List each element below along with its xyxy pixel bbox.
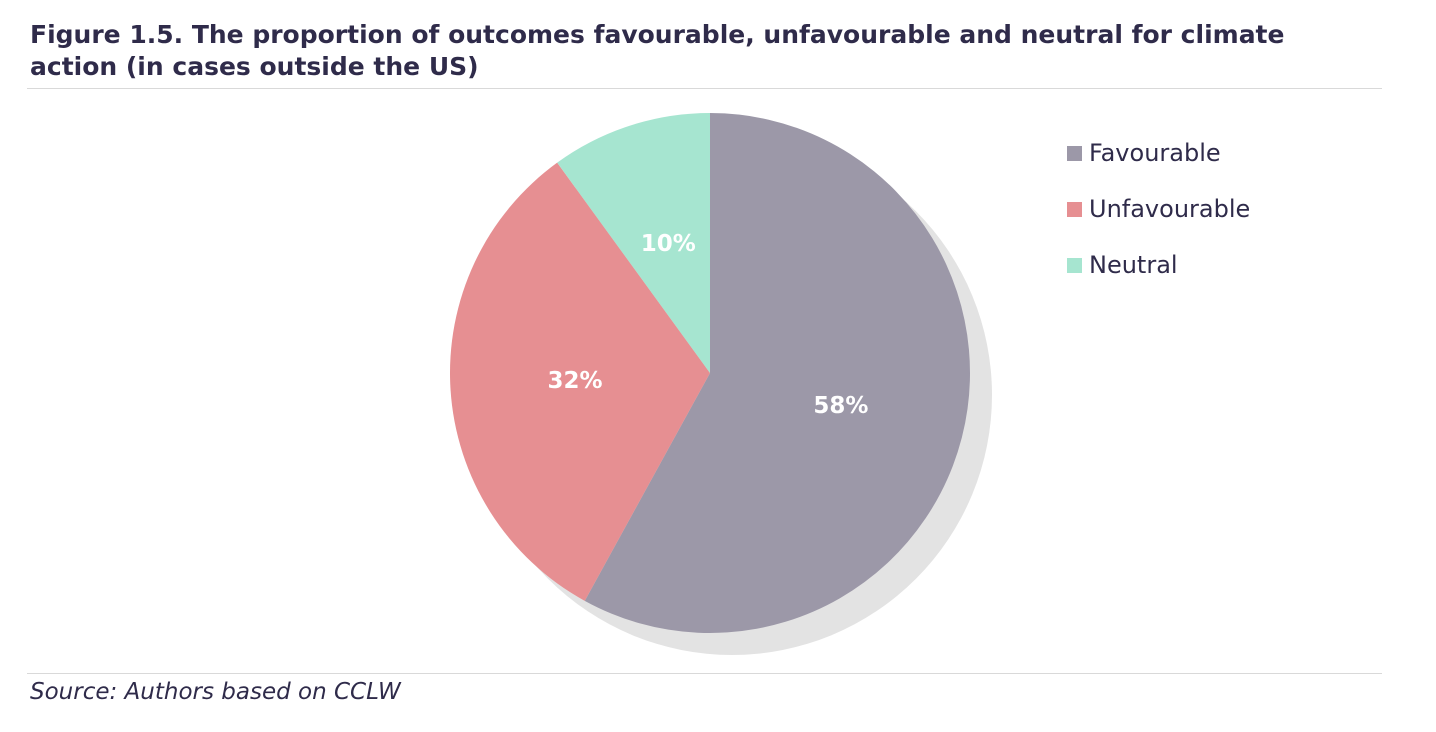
legend-swatch-neutral [1067,258,1082,273]
data-label-favourable: 58% [813,393,868,419]
pie-slice-favourable[interactable] [584,113,971,634]
title-divider [27,88,1382,89]
data-label-neutral: 10% [641,231,696,257]
legend-label-favourable: Favourable [1089,139,1221,167]
pie-slice-neutral[interactable] [557,113,710,373]
data-label-unfavourable: 32% [548,368,603,394]
legend-item-unfavourable: Unfavourable [1067,195,1250,223]
figure-title: Figure 1.5. The proportion of outcomes f… [30,20,1285,81]
figure-source: Source: Authors based on CCLW [30,679,401,705]
legend-item-neutral: Neutral [1067,251,1178,279]
source-divider [27,673,1382,674]
legend-swatch-unfavourable [1067,202,1082,217]
legend-label-neutral: Neutral [1089,251,1178,279]
legend-item-favourable: Favourable [1067,139,1221,167]
legend-swatch-favourable [1067,146,1082,161]
pie-slice-unfavourable[interactable] [449,162,710,601]
legend-label-unfavourable: Unfavourable [1089,195,1250,223]
